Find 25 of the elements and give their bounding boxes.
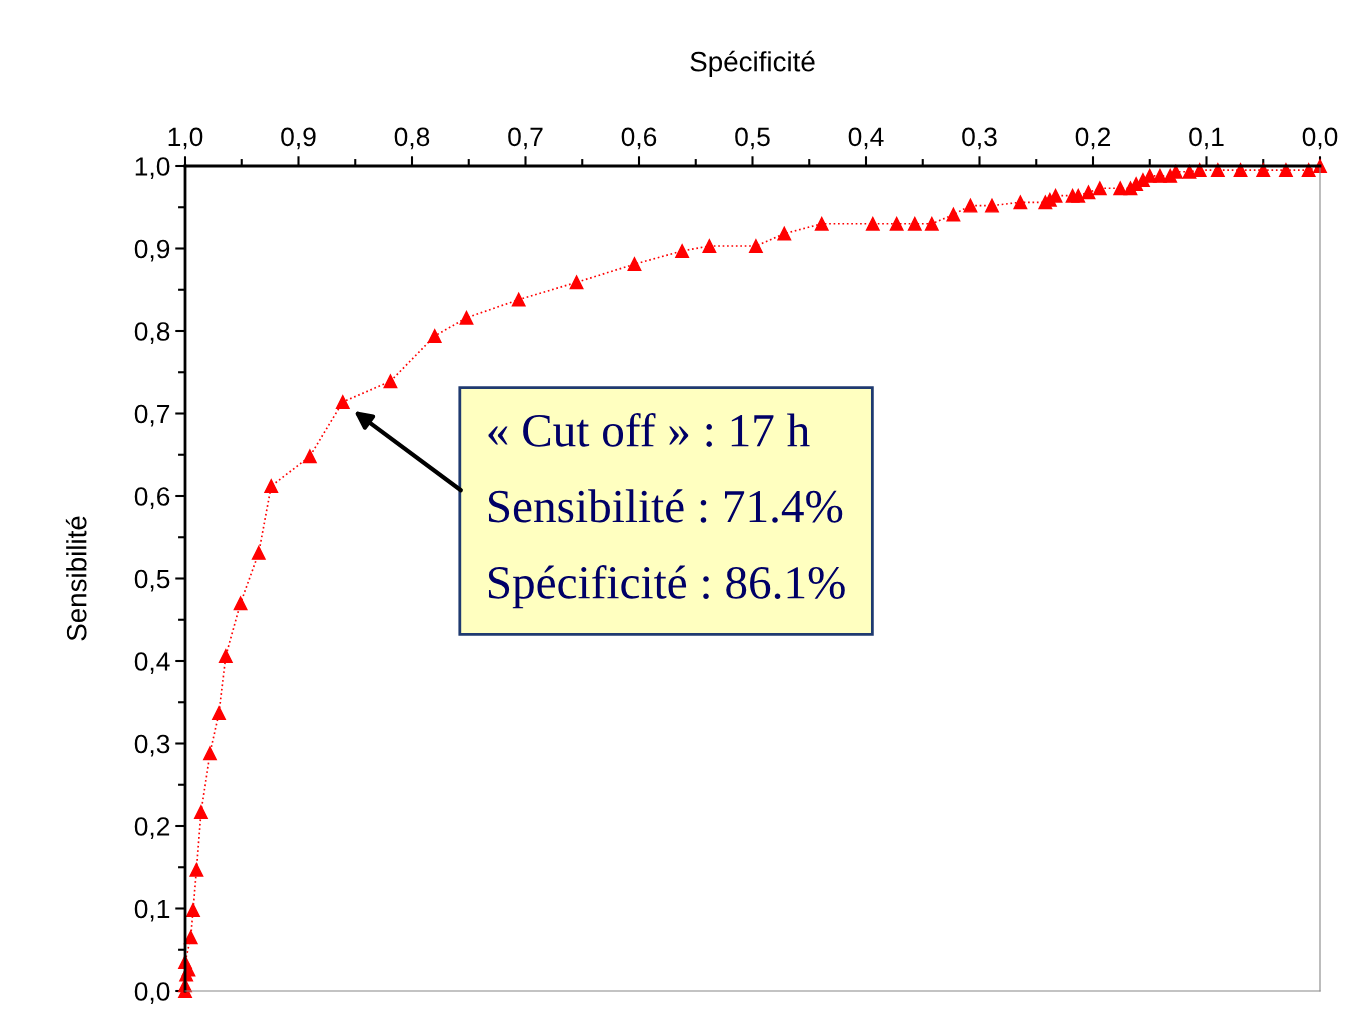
y-axis-title: Sensibilité [65, 516, 87, 641]
y-tick-label: 0,4 [134, 652, 170, 674]
x-tick-label: 0,7 [508, 127, 543, 150]
y-tick-label: 0,7 [134, 404, 170, 427]
x-tick-label: 0,3 [962, 127, 997, 150]
x-tick-label: 1,0 [168, 127, 203, 150]
y-tick-label: 0,5 [134, 569, 170, 592]
y-tick-label: 0,9 [134, 239, 170, 262]
x-tick-label: 0,9 [281, 127, 316, 150]
x-axis-title: Spécificité [690, 50, 815, 78]
x-tick-label: 0,6 [621, 127, 657, 150]
x-tick-label: 0,4 [848, 127, 884, 150]
x-tick-label: 0,1 [1189, 127, 1224, 150]
y-tick-label: 0,8 [134, 322, 170, 344]
y-tick-label: 0,0 [134, 982, 170, 1004]
y-tick-label: 0,1 [134, 899, 170, 922]
y-tick-label: 0,2 [134, 817, 170, 839]
y-tick-label: 1,0 [135, 157, 170, 179]
annotation: « Cut off » : 17 h Sensibilité : 71.4% Spécificité : 86.1% [488, 413, 845, 609]
y-tick-label: 0,6 [134, 487, 170, 509]
x-tick-label: 0,2 [1075, 127, 1111, 150]
x-tick-label: 0,8 [394, 127, 430, 150]
x-tick-label: 0,0 [1302, 127, 1338, 150]
y-tick-label: 0,3 [134, 734, 170, 757]
x-tick-label: 0,5 [735, 127, 770, 150]
